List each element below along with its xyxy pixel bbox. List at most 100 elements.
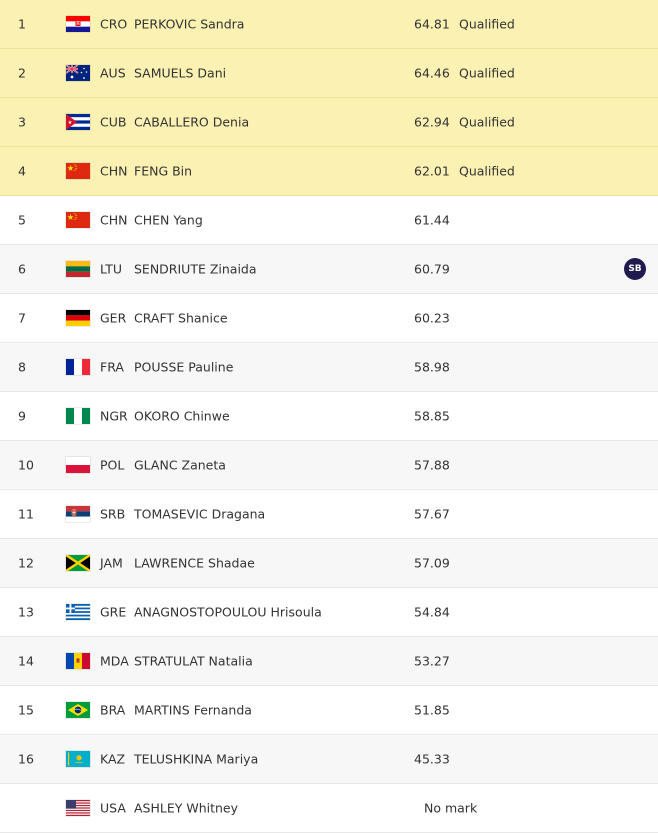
rank: 10 — [18, 457, 34, 473]
mark: 62.01 — [414, 163, 450, 179]
mark: 57.09 — [414, 555, 450, 571]
result-row: USA ASHLEY Whitney No mark — [0, 784, 658, 833]
cuba-flag-icon — [66, 114, 90, 130]
country-code: NGR — [100, 408, 128, 424]
athlete-name[interactable]: STRATULAT Natalia — [134, 653, 253, 669]
result-row: 15 BRA MARTINS Fernanda 51.85 — [0, 686, 658, 735]
country-code: CHN — [100, 212, 128, 228]
mark: 51.85 — [414, 702, 450, 718]
mark: 58.85 — [414, 408, 450, 424]
rank: 1 — [18, 16, 26, 32]
result-row: 1 CRO PERKOVIC Sandra 64.81 Qualified — [0, 0, 658, 49]
mark: No mark — [424, 800, 478, 816]
athlete-name[interactable]: MARTINS Fernanda — [134, 702, 252, 718]
country-code: GER — [100, 310, 127, 326]
rank: 3 — [18, 114, 26, 130]
rank: 2 — [18, 65, 26, 81]
greece-flag-icon — [66, 604, 90, 620]
rank: 7 — [18, 310, 26, 326]
rank: 13 — [18, 604, 34, 620]
country-code: LTU — [100, 261, 123, 277]
serbia-flag-icon — [66, 506, 90, 522]
rank: 11 — [18, 506, 34, 522]
mark: 57.88 — [414, 457, 450, 473]
rank: 5 — [18, 212, 26, 228]
nigeria-flag-icon — [66, 408, 90, 424]
germany-flag-icon — [66, 310, 90, 326]
croatia-flag-icon — [66, 16, 90, 32]
athlete-name[interactable]: TELUSHKINA Mariya — [134, 751, 259, 767]
mark: 53.27 — [414, 653, 450, 669]
mark: 54.84 — [414, 604, 450, 620]
result-row: 12 JAM LAWRENCE Shadae 57.09 — [0, 539, 658, 588]
qualification-status: Qualified — [459, 65, 515, 81]
mark: 60.23 — [414, 310, 450, 326]
rank: 14 — [18, 653, 34, 669]
qualification-status: Qualified — [459, 114, 515, 130]
australia-flag-icon — [66, 65, 90, 81]
athlete-name[interactable]: TOMASEVIC Dragana — [134, 506, 266, 522]
result-row: 11 SRB TOMASEVIC Dragana 57.67 — [0, 490, 658, 539]
mark: 64.81 — [414, 16, 450, 32]
country-code: CUB — [100, 114, 127, 130]
country-code: CHN — [100, 163, 128, 179]
result-row: 7 GER CRAFT Shanice 60.23 — [0, 294, 658, 343]
athlete-name[interactable]: PERKOVIC Sandra — [134, 16, 245, 32]
mark: 61.44 — [414, 212, 450, 228]
country-code: USA — [100, 800, 126, 816]
country-code: SRB — [100, 506, 126, 522]
mark: 45.33 — [414, 751, 450, 767]
usa-flag-icon — [66, 800, 90, 816]
qualification-status: Qualified — [459, 16, 515, 32]
athlete-name[interactable]: CABALLERO Denia — [134, 114, 250, 130]
lithuania-flag-icon — [66, 261, 90, 277]
china-flag-icon — [66, 212, 90, 228]
jamaica-flag-icon — [66, 555, 90, 571]
result-row: 6 LTU SENDRIUTE Zinaida 60.79 SB — [0, 245, 658, 294]
athlete-name[interactable]: FENG Bin — [134, 163, 193, 179]
result-row: 8 FRA POUSSE Pauline 58.98 — [0, 343, 658, 392]
country-code: POL — [100, 457, 125, 473]
athlete-name[interactable]: CHEN Yang — [134, 212, 203, 228]
country-code: JAM — [100, 555, 123, 571]
brazil-flag-icon — [66, 702, 90, 718]
mark: 60.79 — [414, 261, 450, 277]
mark: 62.94 — [414, 114, 450, 130]
country-code: KAZ — [100, 751, 126, 767]
athlete-name[interactable]: SAMUELS Dani — [134, 65, 227, 81]
country-code: GRE — [100, 604, 127, 620]
result-row: 2 AUS SAMUELS Dani 64.46 Qualified — [0, 49, 658, 98]
athlete-name[interactable]: OKORO Chinwe — [134, 408, 230, 424]
result-row: 9 NGR OKORO Chinwe 58.85 — [0, 392, 658, 441]
result-row: 4 CHN FENG Bin 62.01 Qualified — [0, 147, 658, 196]
season-best-badge: SB — [624, 258, 646, 280]
china-flag-icon — [66, 163, 90, 179]
athlete-name[interactable]: GLANC Zaneta — [134, 457, 226, 473]
poland-flag-icon — [66, 457, 90, 473]
rank: 8 — [18, 359, 26, 375]
rank: 6 — [18, 261, 26, 277]
country-code: CRO — [100, 16, 128, 32]
rank: 4 — [18, 163, 26, 179]
athlete-name[interactable]: ASHLEY Whitney — [134, 800, 239, 816]
kazakhstan-flag-icon — [66, 751, 90, 767]
rank: 9 — [18, 408, 26, 424]
athlete-name[interactable]: SENDRIUTE Zinaida — [134, 261, 257, 277]
moldova-flag-icon — [66, 653, 90, 669]
france-flag-icon — [66, 359, 90, 375]
rank: 16 — [18, 751, 34, 767]
athlete-name[interactable]: LAWRENCE Shadae — [134, 555, 255, 571]
result-row: 3 CUB CABALLERO Denia 62.94 Qualified — [0, 98, 658, 147]
country-code: BRA — [100, 702, 126, 718]
athlete-name[interactable]: CRAFT Shanice — [134, 310, 228, 326]
result-row: 10 POL GLANC Zaneta 57.88 — [0, 441, 658, 490]
athlete-name[interactable]: POUSSE Pauline — [134, 359, 234, 375]
athlete-name[interactable]: ANAGNOSTOPOULOU Hrisoula — [134, 604, 322, 620]
result-row: 13 GRE ANAGNOSTOPOULOU Hrisoula 54.84 — [0, 588, 658, 637]
country-code: MDA — [100, 653, 129, 669]
country-code: AUS — [100, 65, 126, 81]
mark: 64.46 — [414, 65, 450, 81]
result-row: 14 MDA STRATULAT Natalia 53.27 — [0, 637, 658, 686]
rank: 12 — [18, 555, 34, 571]
mark: 58.98 — [414, 359, 450, 375]
